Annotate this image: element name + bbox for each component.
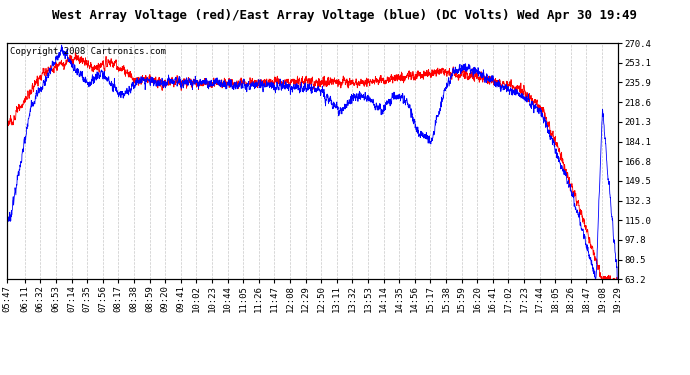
Text: West Array Voltage (red)/East Array Voltage (blue) (DC Volts) Wed Apr 30 19:49: West Array Voltage (red)/East Array Volt… [52,9,638,22]
Text: Copyright 2008 Cartronics.com: Copyright 2008 Cartronics.com [10,46,166,56]
